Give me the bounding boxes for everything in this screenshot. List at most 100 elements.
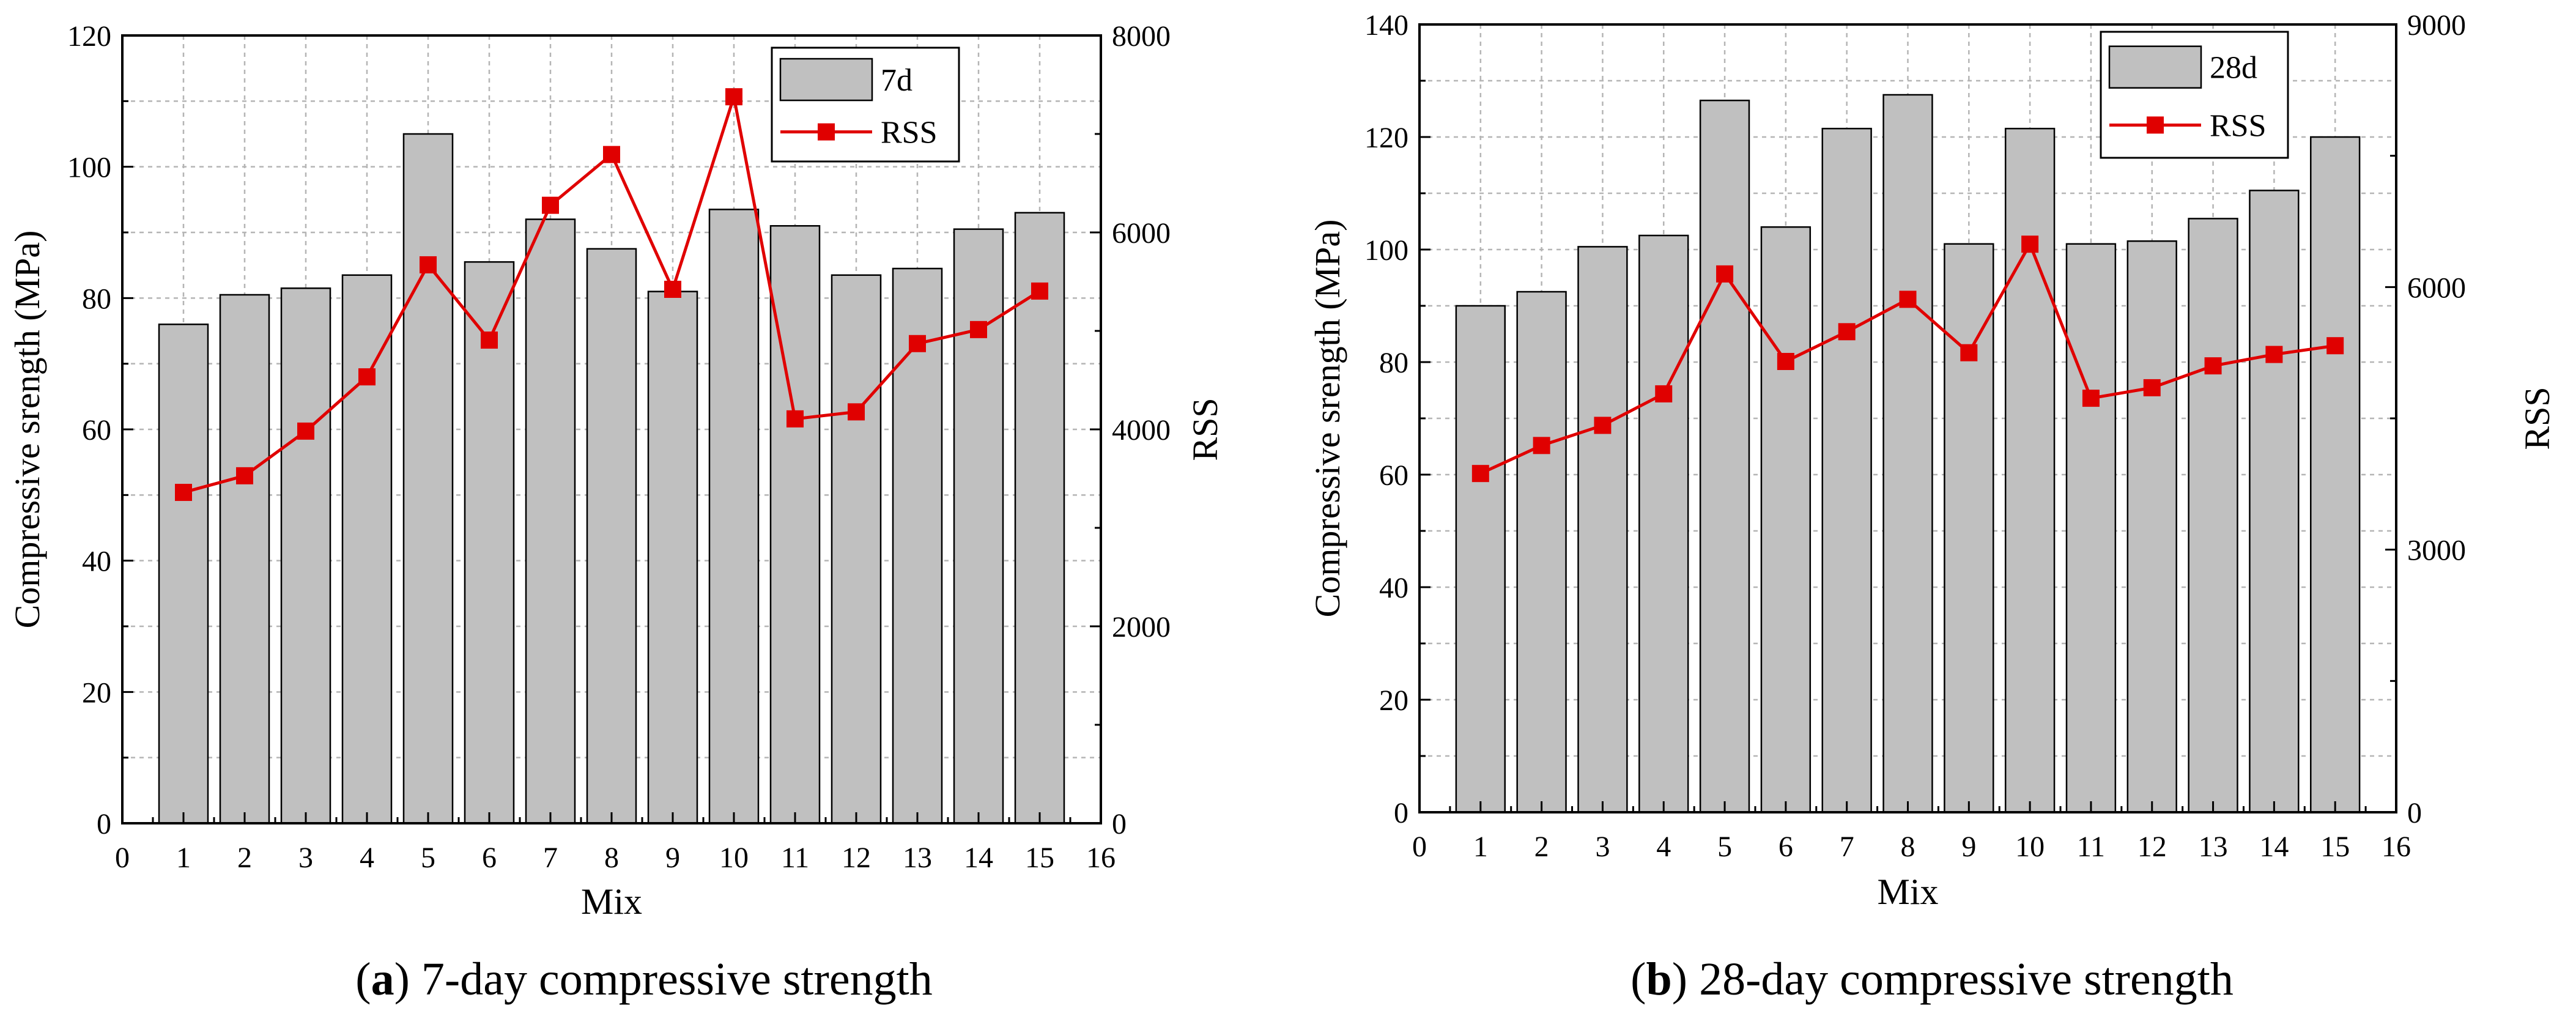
y-tick-label: 100 [1364,234,1408,267]
y2-tick-label: 6000 [2407,272,2466,304]
rss-point-mix-3 [1594,417,1612,434]
x-tick-label: 15 [2320,831,2350,863]
rss-point-mix-10 [2021,235,2039,253]
caption-a-text: 7-day compressive strength [421,954,933,1005]
bar-mix-15 [2310,136,2361,813]
bar-mix-10 [708,209,760,824]
bar-mix-1 [158,324,209,824]
y-tick-label: 80 [82,283,111,315]
x-tick-label: 12 [2137,831,2167,863]
legend-swatch-marker [2147,116,2164,134]
rss-point-mix-8 [603,146,620,163]
rss-point-mix-9 [664,281,681,298]
rss-point-mix-6 [1777,352,1794,370]
x-tick-label: 2 [237,842,252,874]
bar-mix-3 [1577,246,1628,813]
x-tick-label: 5 [421,842,435,874]
x-tick-label: 9 [665,842,680,874]
caption-b-text: 28-day compressive strength [1699,954,2234,1005]
bar-mix-10 [2004,127,2056,813]
caption-b: (b) 28-day compressive strength [1630,954,2234,1005]
x-tick-label: 7 [1840,831,1854,863]
caption-a: (a) 7-day compressive strength [355,954,933,1005]
y-tick-label: 100 [67,152,111,184]
y2-tick-label: 0 [1112,808,1127,840]
rss-point-mix-2 [1533,437,1550,454]
rss-point-mix-10 [725,88,742,106]
x-axis-title: Mix [1877,872,1938,912]
y2-tick-label: 2000 [1112,611,1171,643]
chart-panel-28-day: 0 1 2 3 4 5 6 7 8 9 10 11 12 13 14 15 16 Mix 0 20 40 60 80 100 1… [1288,0,2576,945]
rss-point-mix-15 [1031,282,1048,300]
y-axis-right: 0 3000 6000 9000 [2385,9,2466,829]
x-tick-label: 4 [1656,831,1671,863]
legend-swatch-bar [779,57,873,102]
x-tick-label: 16 [2382,831,2411,863]
x-axis-title: Mix [581,881,642,922]
rss-point-mix-4 [1655,385,1673,402]
y-axis-left: 0 20 40 60 80 100 120 [67,20,133,840]
rss-point-mix-1 [175,484,192,502]
rss-point-mix-14 [2265,346,2283,363]
legend: 28d RSS [2100,31,2289,159]
legend-label-bar: 28d [2210,51,2257,86]
x-tick-label: 6 [1778,831,1793,863]
x-tick-label: 8 [604,842,619,874]
y-axis-right: 0 2000 4000 6000 8000 [1090,20,1171,840]
chart-28-day-compressive-strength: 0 1 2 3 4 5 6 7 8 9 10 11 12 13 14 15 16Mix0204060801001… [1308,9,2557,912]
x-tick-label: 1 [1473,831,1488,863]
rss-point-mix-12 [2143,379,2161,396]
chart-panel-7-day: 0 1 2 3 4 5 6 7 8 9 10 11 12 13 14 15 16 Mix 0 20 40 60 80 100 1… [0,0,1288,945]
bar-mix-2 [219,294,270,824]
x-tick-label: 15 [1025,842,1054,874]
x-tick-label: 3 [298,842,313,874]
bar-series [158,133,1065,824]
y-tick-label: 40 [1379,572,1408,604]
x-tick-label: 0 [1412,831,1427,863]
rss-point-mix-7 [1838,323,1856,341]
y-tick-label: 20 [1379,684,1408,717]
y-tick-label: 0 [97,808,111,840]
x-tick-label: 14 [964,842,993,874]
y-tick-label: 40 [82,546,111,578]
y2-tick-label: 3000 [2407,535,2466,567]
y-tick-label: 120 [67,20,111,53]
bar-mix-2 [1516,291,1567,813]
rss-point-mix-8 [1899,291,1917,308]
x-tick-label: 10 [719,842,749,874]
rss-point-mix-11 [2082,390,2100,407]
rss-point-mix-11 [786,410,804,428]
rss-point-mix-13 [2204,357,2222,375]
rss-point-mix-3 [297,422,314,440]
rss-point-mix-7 [542,196,559,214]
legend-label-line: RSS [2210,108,2267,143]
rss-point-mix-5 [420,256,437,273]
y-tick-label: 20 [82,676,111,709]
bar-mix-11 [769,225,821,824]
chart-7-day-compressive-strength: 0 1 2 3 4 5 6 7 8 9 10 11 12 13 14 15 16Mix0204060801001… [7,20,1225,922]
x-tick-label: 12 [842,842,871,874]
y-tick-label: 0 [1394,797,1408,829]
bar-mix-9 [1944,243,1994,813]
bar-mix-9 [647,291,698,824]
legend-swatch-marker [818,123,835,141]
bar-mix-1 [1455,305,1506,813]
bar-mix-14 [2249,190,2300,813]
y-tick-label: 120 [1364,122,1408,154]
bar-mix-6 [464,261,515,824]
y2-tick-label: 6000 [1112,217,1171,250]
x-tick-label: 4 [360,842,374,874]
y-tick-label: 140 [1364,9,1408,42]
y2-tick-label: 0 [2407,797,2422,829]
rss-point-mix-13 [909,335,926,352]
rss-point-mix-9 [1960,344,1978,361]
bar-mix-4 [341,274,393,824]
legend-label-line: RSS [881,116,938,150]
x-tick-label: 6 [482,842,497,874]
bar-mix-14 [953,228,1004,824]
legend-label-bar: 7d [881,63,912,98]
x-tick-label: 1 [176,842,191,874]
x-tick-label: 2 [1534,831,1549,863]
bar-mix-7 [1821,127,1872,813]
x-tick-label: 13 [2199,831,2228,863]
